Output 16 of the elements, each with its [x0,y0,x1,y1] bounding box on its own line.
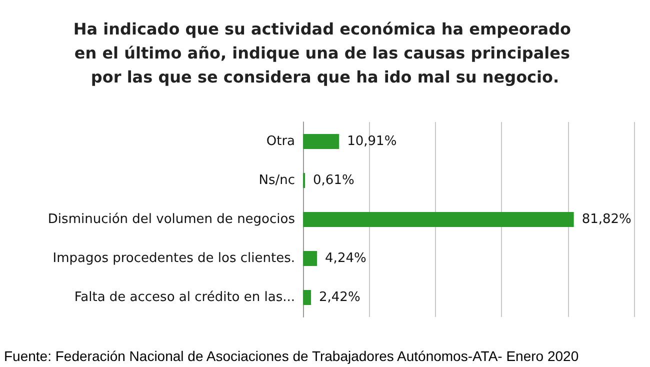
bar [303,134,340,149]
y-tick-label: Disminución del volumen de negocios [48,212,296,227]
data-label: 81,82% [582,212,632,227]
y-tick-label: Otra [266,134,295,149]
bar [303,251,318,266]
y-tick-label: Falta de acceso al crédito en las... [74,290,295,305]
y-tick-label: Impagos procedentes de los clientes. [52,251,295,266]
y-tick-label: Ns/nc [258,173,295,188]
data-label: 4,24% [325,251,366,266]
data-label: 10,91% [347,134,397,149]
data-label: 2,42% [319,290,360,305]
bar [303,290,312,305]
bar [303,212,574,227]
chart-title: Ha indicado que su actividad económica ha empeorado en el último año, indique una de las causas principales por las que se considera que ha ido mal su negocio. [73,20,577,86]
data-label: 0,61% [313,173,354,188]
source-note: Fuente: Federación Nacional de Asociaciones de Trabajadores Autónomos-ATA- Enero 2020 [4,348,579,364]
